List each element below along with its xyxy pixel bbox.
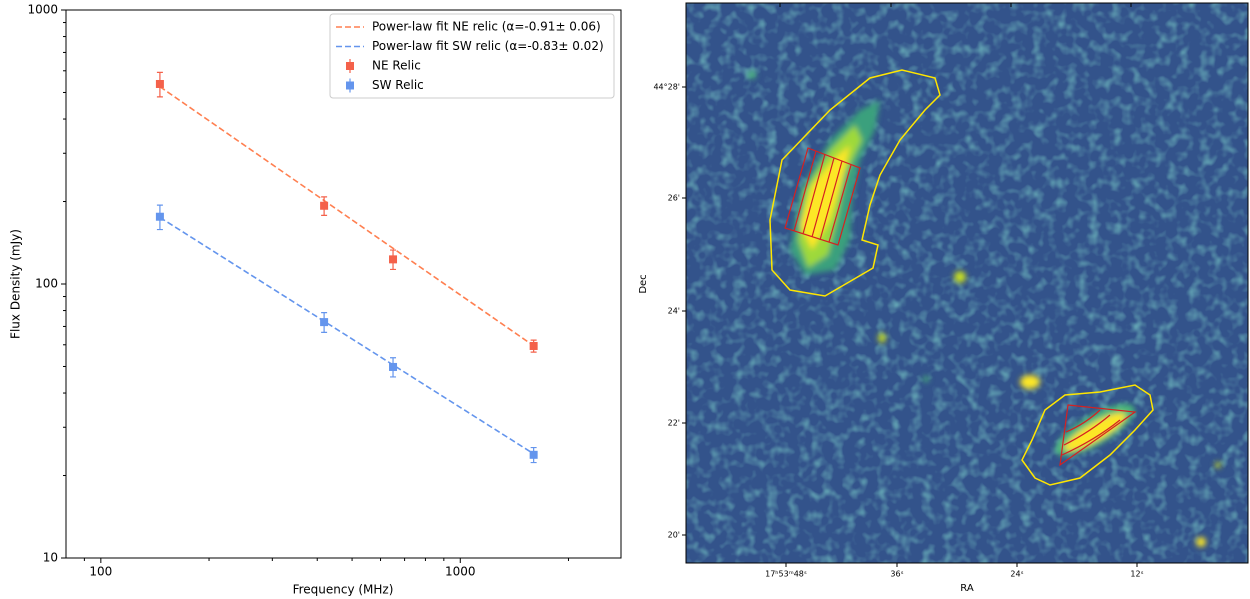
legend-swatch: [346, 62, 354, 70]
data-marker: [529, 450, 538, 459]
x-tick-label: 1000: [445, 565, 476, 579]
data-marker: [155, 79, 164, 88]
dec-tick-label: 24': [668, 307, 680, 316]
fit-line: [159, 216, 535, 455]
legend-label: NE Relic: [372, 59, 421, 73]
legend-label: Power-law fit NE relic (α=-0.91± 0.06): [372, 20, 601, 34]
data-marker: [320, 318, 329, 327]
data-marker: [155, 212, 164, 221]
ra-tick-label: 36ˢ: [890, 570, 903, 579]
dec-tick-label: 20': [668, 531, 680, 540]
y-axis-label: Flux Density (mJy): [9, 229, 23, 339]
x-tick-label: 100: [89, 565, 112, 579]
dec-tick-label: 22': [668, 419, 680, 428]
legend-box: [329, 13, 615, 99]
data-marker: [320, 201, 329, 210]
ra-tick-label: 24ˢ: [1010, 570, 1023, 579]
data-marker: [389, 255, 398, 264]
fit-line: [159, 86, 535, 347]
dec-tick-label: 44°28': [653, 83, 680, 92]
x-axis-label: Frequency (MHz): [293, 583, 394, 597]
radio-image: [686, 3, 1248, 563]
legend-swatch: [346, 81, 354, 90]
ra-tick-label: 17ʰ53ᵐ48ˢ: [765, 570, 807, 579]
ra-label: RA: [960, 583, 974, 594]
legend-label: SW Relic: [372, 78, 424, 92]
data-marker: [529, 341, 538, 350]
y-tick-label: 100: [35, 277, 58, 291]
ra-tick-label: 12ˢ: [1130, 570, 1143, 579]
dec-label: Dec: [638, 274, 649, 293]
dec-tick-label: 26': [668, 194, 680, 203]
legend-label: Power-law fit SW relic (α=-0.83± 0.02): [372, 39, 604, 53]
data-marker: [389, 362, 398, 371]
image-frame: [685, 2, 1249, 564]
y-tick-label: 10: [43, 551, 58, 565]
y-tick-label: 1000: [27, 3, 58, 17]
